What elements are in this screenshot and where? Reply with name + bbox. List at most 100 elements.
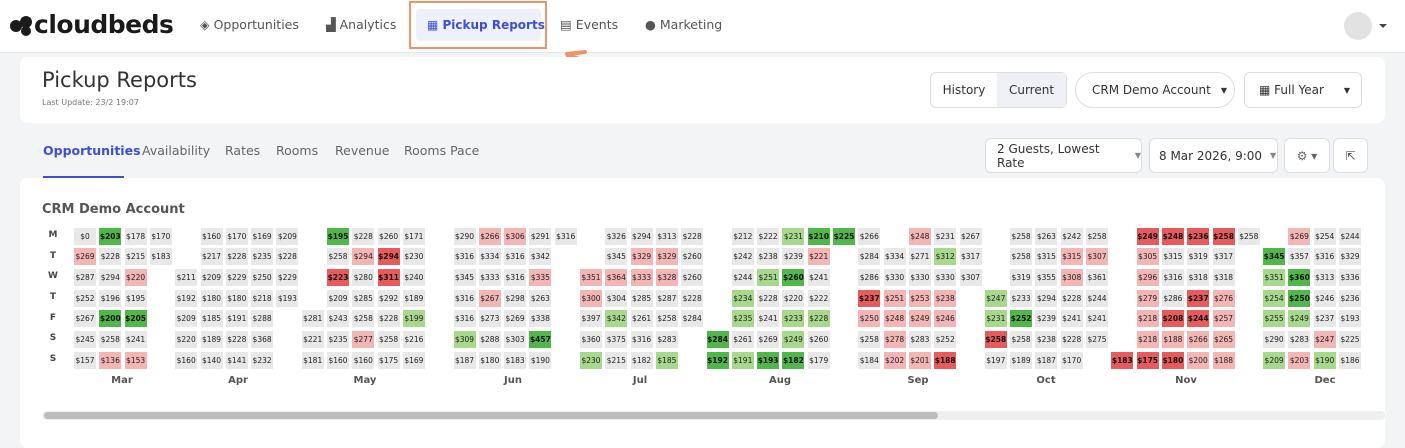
rate-cell[interactable]: $316	[1313, 248, 1336, 266]
rate-cell[interactable]: $233	[1010, 289, 1033, 307]
rate-cell[interactable]: $242	[731, 248, 754, 266]
rate-cell[interactable]: $258	[377, 330, 400, 348]
rate-cell[interactable]: $236	[1187, 227, 1210, 245]
rate-cell[interactable]: $319	[1187, 248, 1210, 266]
rate-cell[interactable]: $316	[554, 227, 577, 245]
rate-cell[interactable]: $305	[1136, 248, 1159, 266]
rate-cell[interactable]: $216	[402, 330, 425, 348]
rate-cell[interactable]: $254	[1313, 227, 1336, 245]
rate-cell[interactable]: $335	[529, 268, 552, 286]
avatar[interactable]	[1340, 10, 1395, 42]
rate-cell[interactable]: $298	[504, 289, 527, 307]
rate-cell[interactable]: $306	[504, 227, 527, 245]
rate-cell[interactable]: $345	[1263, 248, 1286, 266]
rate-cell[interactable]: $334	[478, 248, 501, 266]
rate-cell[interactable]: $260	[681, 248, 704, 266]
rate-cell[interactable]: $222	[757, 227, 780, 245]
rate-cell[interactable]: $336	[1339, 268, 1361, 286]
rate-cell[interactable]: $250	[1288, 289, 1311, 307]
settings-button[interactable]: ⚙ ▾	[1284, 138, 1330, 173]
rate-cell[interactable]: $182	[782, 351, 805, 369]
nav-analytics[interactable]: ▟ Analytics	[326, 17, 397, 32]
rate-cell[interactable]: $260	[782, 268, 805, 286]
rate-cell[interactable]: $200	[1187, 351, 1210, 369]
rate-cell[interactable]: $258	[858, 330, 881, 348]
rate-cell[interactable]: $184	[858, 351, 881, 369]
rate-cell[interactable]: $211	[175, 268, 198, 286]
rate-cell[interactable]: $193	[1339, 310, 1361, 328]
rate-cell[interactable]: $267	[478, 289, 501, 307]
rate-cell[interactable]: $326	[605, 227, 628, 245]
rate-cell[interactable]: $0	[74, 227, 96, 245]
rate-cell[interactable]: $221	[807, 248, 830, 266]
rate-cell[interactable]: $267	[74, 310, 96, 328]
rate-cell[interactable]: $269	[757, 330, 780, 348]
rate-cell[interactable]: $284	[681, 310, 704, 328]
rate-cell[interactable]: $183	[149, 248, 172, 266]
rate-cell[interactable]: $333	[478, 268, 501, 286]
rate-cell[interactable]: $202	[883, 351, 906, 369]
rate-cell[interactable]: $241	[1086, 310, 1108, 328]
rate-cell[interactable]: $220	[124, 268, 147, 286]
rate-cell[interactable]: $258	[1010, 227, 1033, 245]
rate-cell[interactable]: $209	[175, 310, 198, 328]
rate-cell[interactable]: $186	[1339, 351, 1361, 369]
tab[interactable]: Rooms	[276, 143, 319, 158]
rate-cell[interactable]: $199	[402, 310, 425, 328]
rate-cell[interactable]: $286	[858, 268, 881, 286]
rate-cell[interactable]: $248	[1161, 227, 1184, 245]
rate-cell[interactable]: $287	[655, 289, 678, 307]
rate-cell[interactable]: $239	[1035, 310, 1058, 328]
rate-cell[interactable]: $329	[655, 248, 678, 266]
rate-cell[interactable]: $266	[478, 227, 501, 245]
rate-cell[interactable]: $260	[681, 268, 704, 286]
rate-cell[interactable]: $296	[1136, 268, 1159, 286]
rate-cell[interactable]: $283	[908, 330, 931, 348]
rate-cell[interactable]: $266	[1187, 330, 1210, 348]
rate-cell[interactable]: $351	[580, 268, 602, 286]
rate-cell[interactable]: $307	[959, 268, 982, 286]
rate-cell[interactable]: $203	[1288, 351, 1311, 369]
rate-cell[interactable]: $260	[807, 330, 830, 348]
rate-cell[interactable]: $328	[655, 268, 678, 286]
rate-cell[interactable]: $180	[1161, 351, 1184, 369]
rate-cell[interactable]: $189	[200, 330, 223, 348]
rate-cell[interactable]: $258	[327, 248, 349, 266]
rate-cell[interactable]: $329	[630, 248, 653, 266]
rate-cell[interactable]: $286	[1161, 289, 1184, 307]
rate-cell[interactable]: $238	[1035, 330, 1058, 348]
rate-cell[interactable]: $248	[883, 310, 906, 328]
rate-cell[interactable]: $258	[984, 330, 1007, 348]
rate-cell[interactable]: $237	[858, 289, 881, 307]
rate-cell[interactable]: $258	[655, 310, 678, 328]
rate-cell[interactable]: $218	[1136, 310, 1159, 328]
rate-cell[interactable]: $345	[453, 268, 476, 286]
rate-cell[interactable]: $246	[1313, 289, 1336, 307]
rate-cell[interactable]: $238	[934, 289, 957, 307]
rate-cell[interactable]: $171	[402, 227, 425, 245]
rate-cell[interactable]: $234	[731, 289, 754, 307]
rate-cell[interactable]: $271	[908, 248, 931, 266]
rate-cell[interactable]: $228	[681, 289, 704, 307]
rate-cell[interactable]: $316	[453, 310, 476, 328]
rate-cell[interactable]: $244	[731, 268, 754, 286]
rate-cell[interactable]: $338	[529, 310, 552, 328]
rate-cell[interactable]: $190	[529, 351, 552, 369]
rate-cell[interactable]: $294	[377, 248, 400, 266]
rate-cell[interactable]: $294	[99, 268, 122, 286]
rate-cell[interactable]: $285	[630, 289, 653, 307]
rate-cell[interactable]: $290	[1263, 330, 1286, 348]
rate-cell[interactable]: $288	[251, 310, 274, 328]
rate-cell[interactable]: $249	[1288, 310, 1311, 328]
rate-cell[interactable]: $160	[352, 351, 375, 369]
rate-cell[interactable]: $233	[782, 310, 805, 328]
rate-cell[interactable]: $237	[1313, 310, 1336, 328]
rate-cell[interactable]: $238	[757, 248, 780, 266]
rate-cell[interactable]: $209	[200, 268, 223, 286]
rate-cell[interactable]: $215	[605, 351, 628, 369]
rate-cell[interactable]: $191	[225, 310, 248, 328]
rate-cell[interactable]: $257	[1212, 310, 1235, 328]
rate-cell[interactable]: $317	[1212, 248, 1235, 266]
rate-cell[interactable]: $276	[1212, 289, 1235, 307]
rate-cell[interactable]: $215	[124, 248, 147, 266]
